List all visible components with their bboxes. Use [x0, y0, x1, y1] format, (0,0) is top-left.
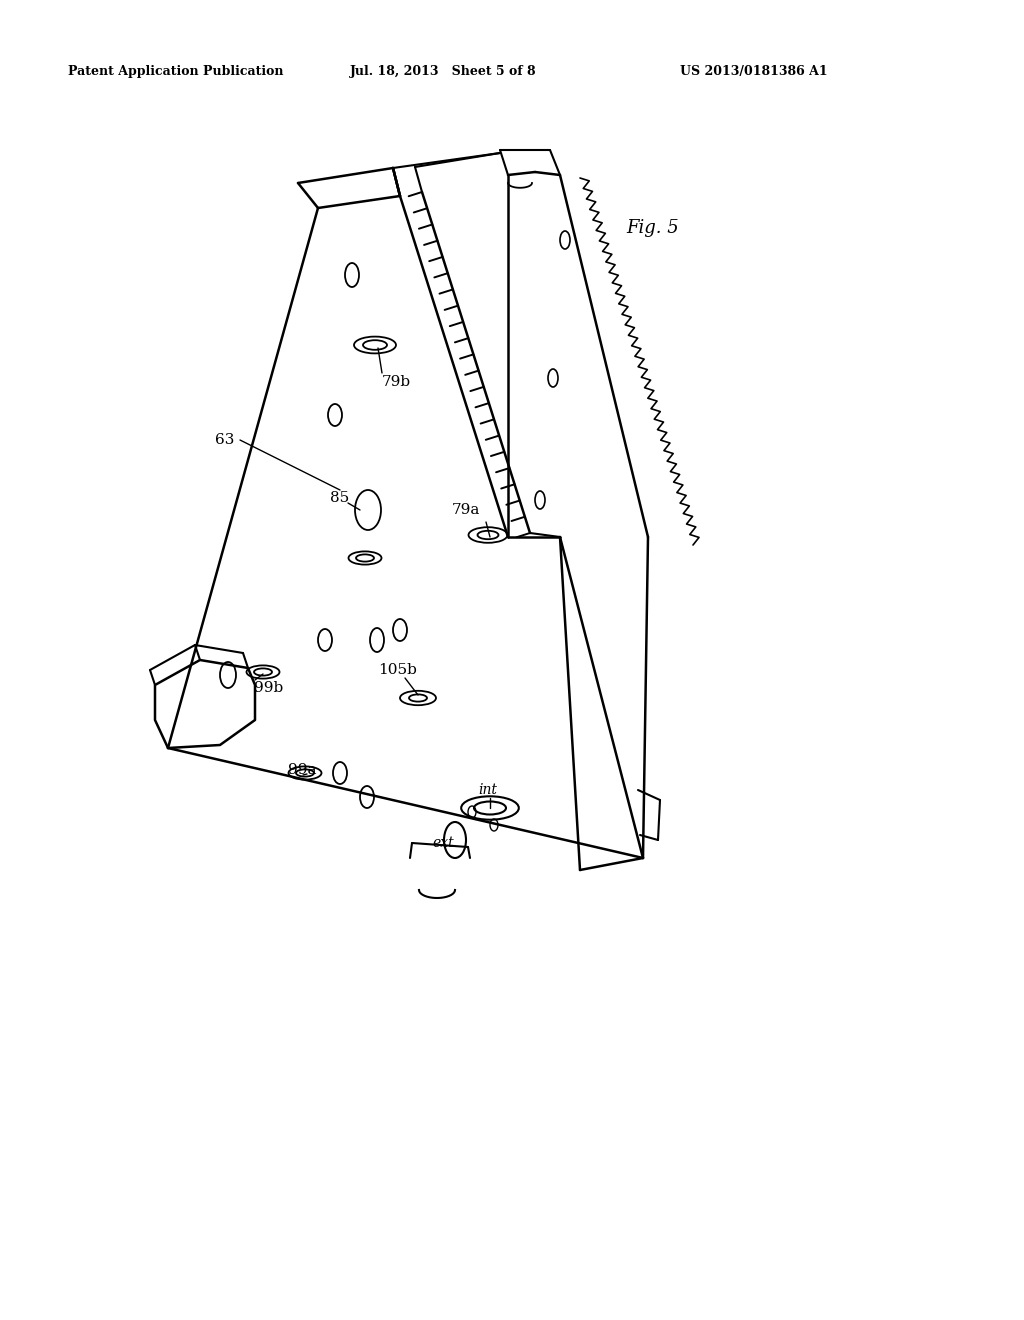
Text: 63: 63: [215, 433, 234, 447]
Text: Jul. 18, 2013   Sheet 5 of 8: Jul. 18, 2013 Sheet 5 of 8: [350, 66, 537, 78]
Text: 79a: 79a: [452, 503, 480, 517]
Text: int: int: [478, 783, 497, 797]
Text: Fig. 5: Fig. 5: [626, 219, 679, 238]
Text: 79b: 79b: [382, 375, 411, 389]
Text: 85: 85: [330, 491, 349, 506]
Text: Patent Application Publication: Patent Application Publication: [68, 66, 284, 78]
Text: 99b: 99b: [254, 681, 284, 696]
Text: US 2013/0181386 A1: US 2013/0181386 A1: [680, 66, 827, 78]
Text: 99a: 99a: [288, 763, 316, 777]
Text: 105b: 105b: [378, 663, 417, 677]
Text: ext: ext: [432, 836, 454, 850]
